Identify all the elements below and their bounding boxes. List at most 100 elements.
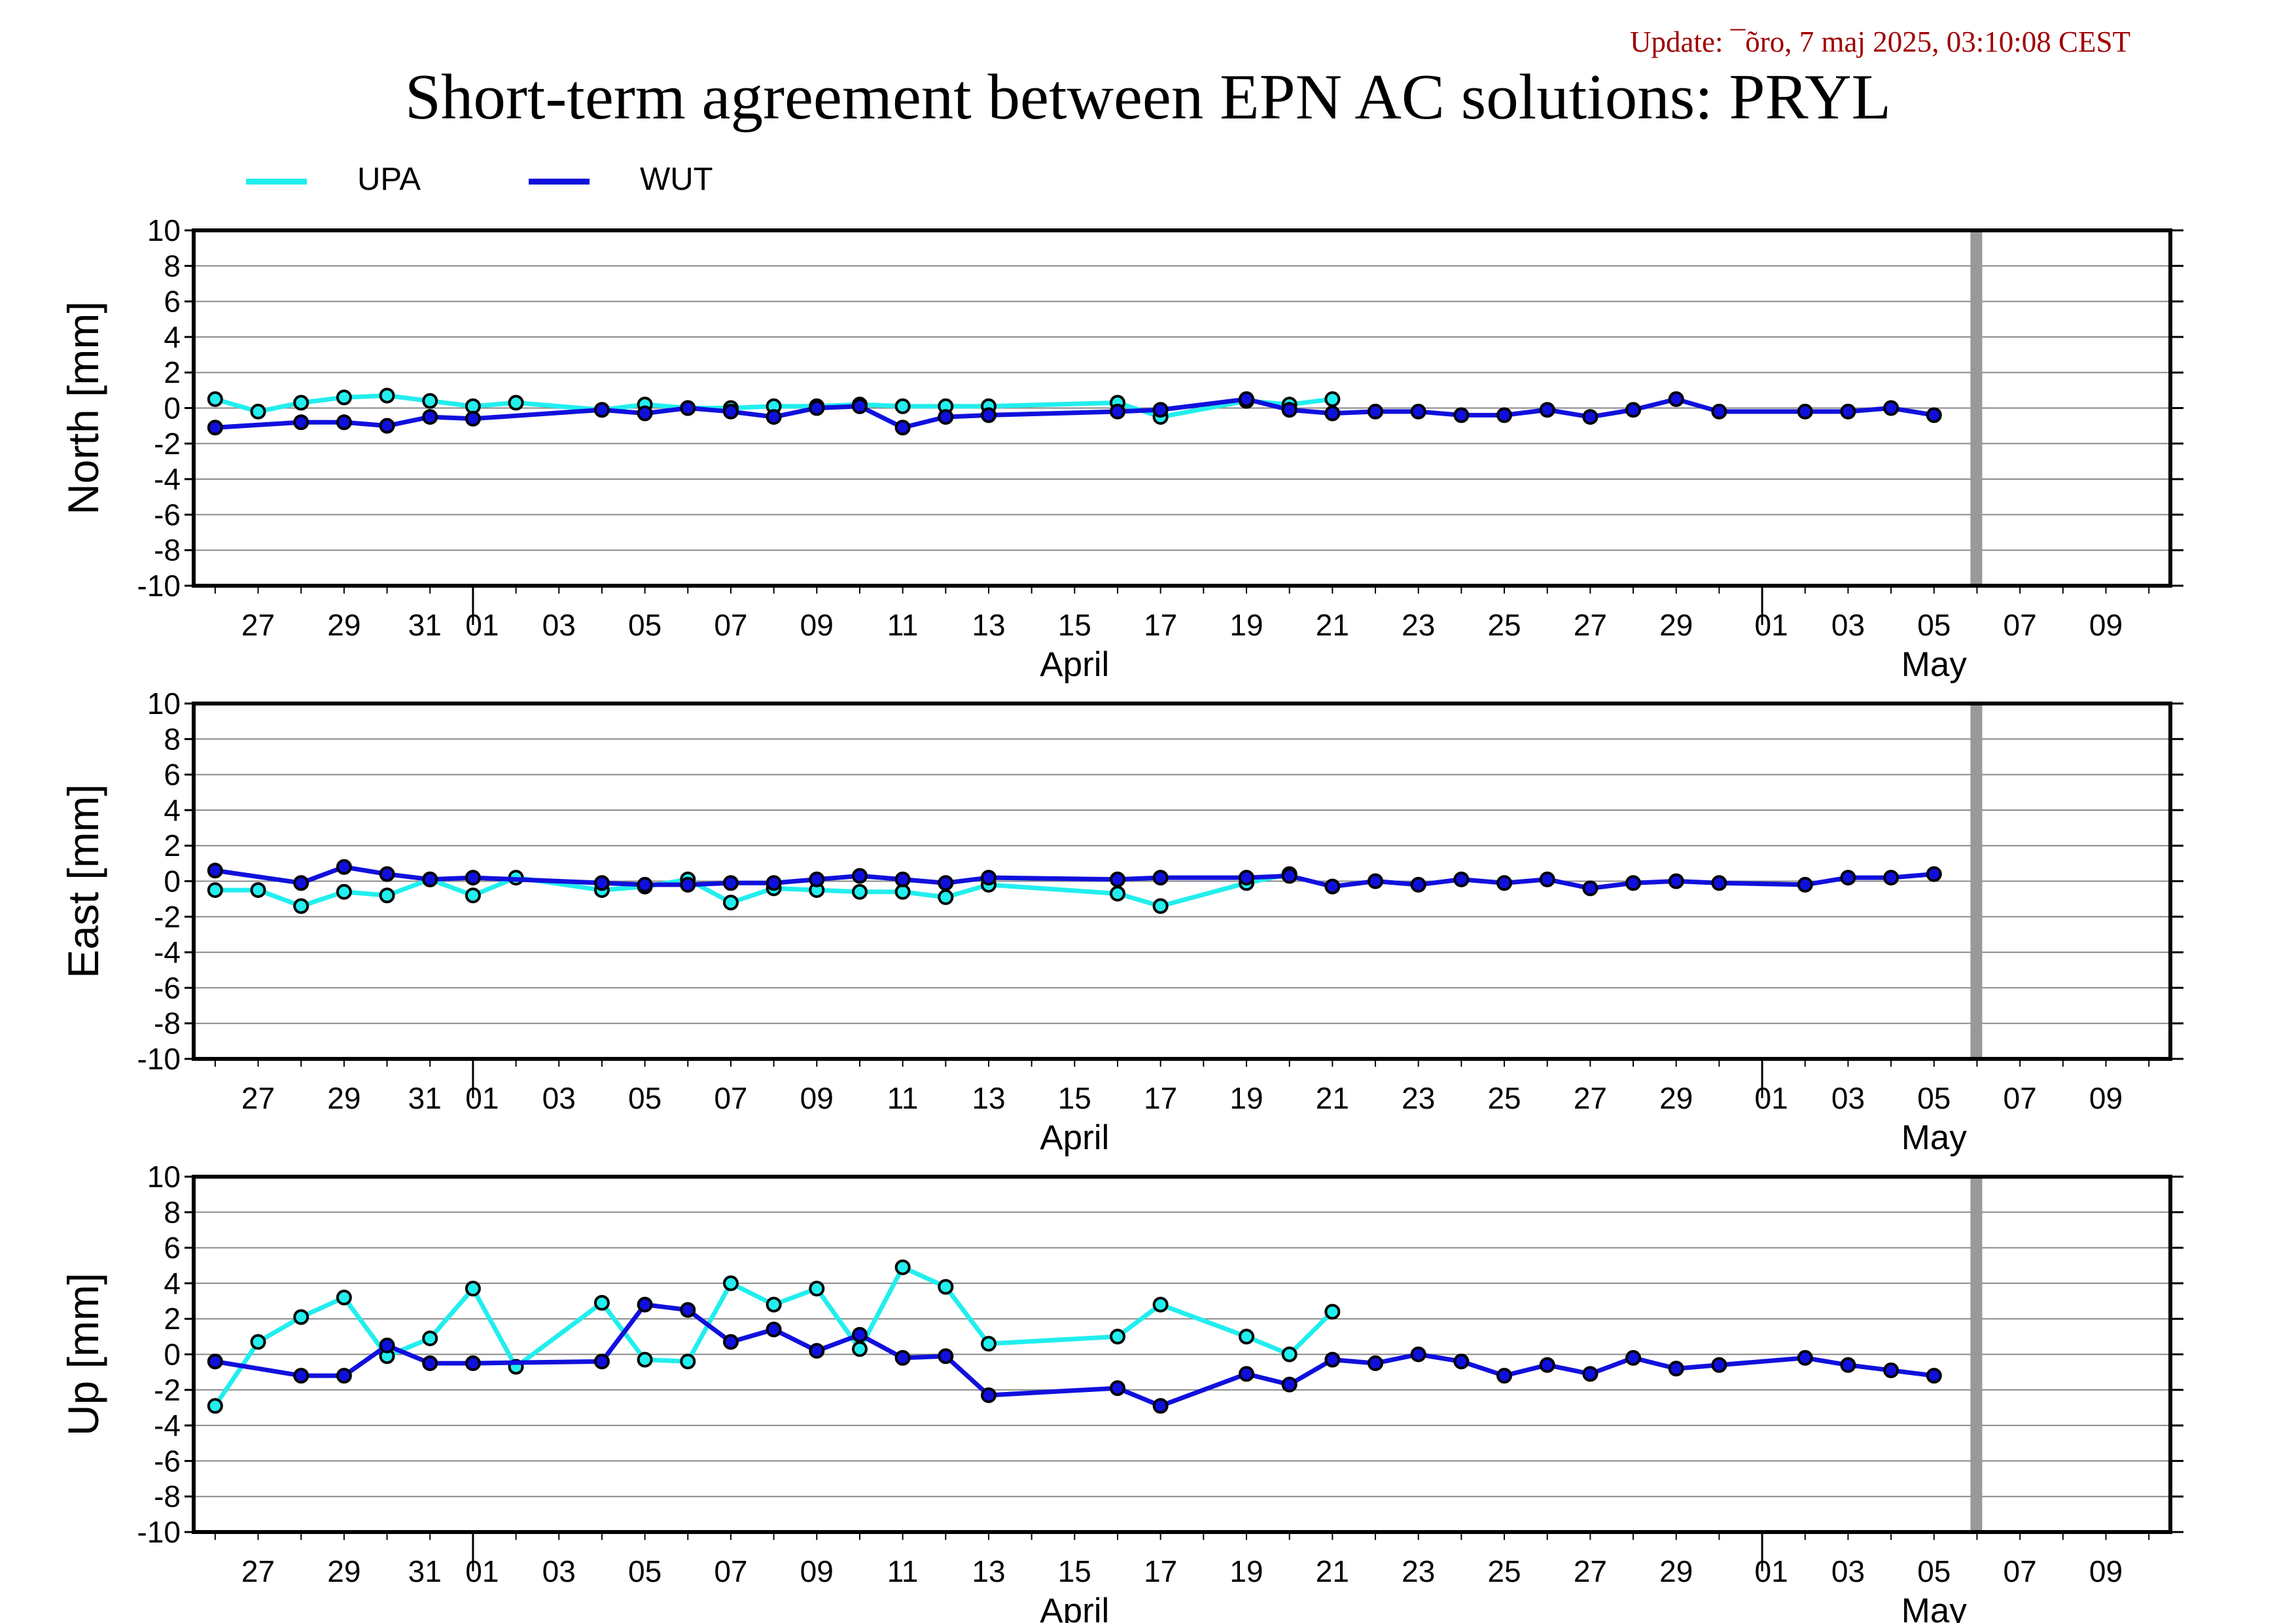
x-tick-label: 09 xyxy=(2089,608,2123,642)
data-point-wut xyxy=(1797,403,1813,419)
y-tick-label: -8 xyxy=(154,1480,181,1514)
data-point-wut xyxy=(1281,402,1298,418)
y-tick-label: 8 xyxy=(164,722,181,756)
data-point-upa xyxy=(722,1275,739,1291)
data-point-wut xyxy=(1368,873,1384,889)
y-tick-label: 10 xyxy=(147,213,181,247)
data-point-wut xyxy=(938,409,954,425)
x-tick-label: 17 xyxy=(1144,608,1177,642)
data-point-upa xyxy=(293,898,309,914)
x-tick-label: 27 xyxy=(1574,608,1607,642)
data-point-wut xyxy=(680,400,696,416)
x-tick-label: 01 xyxy=(465,608,499,642)
data-point-wut xyxy=(766,875,782,891)
y-tick-label: 0 xyxy=(164,391,181,425)
data-point-wut xyxy=(1109,403,1125,419)
data-point-wut xyxy=(1797,1349,1813,1366)
data-point-upa xyxy=(250,1334,266,1350)
data-point-wut xyxy=(809,871,825,887)
data-point-wut xyxy=(894,1349,911,1366)
update-timestamp: Update: ¯õro, 7 maj 2025, 03:10:08 CEST xyxy=(1630,26,2130,58)
month-label: May xyxy=(1901,1118,1968,1157)
x-tick-label: 23 xyxy=(1402,1554,1435,1588)
data-point-wut xyxy=(1582,409,1598,425)
x-tick-label: 09 xyxy=(2089,1081,2123,1115)
data-point-wut xyxy=(1281,1376,1298,1393)
y-tick-label: -2 xyxy=(154,900,181,934)
data-point-upa xyxy=(207,391,223,407)
data-point-wut xyxy=(980,1387,997,1403)
data-point-upa xyxy=(250,403,266,419)
data-point-wut xyxy=(293,1368,309,1384)
y-tick-label: -10 xyxy=(137,569,181,603)
data-point-upa xyxy=(465,1281,481,1297)
data-point-wut xyxy=(722,403,739,419)
data-point-wut xyxy=(1582,1366,1598,1382)
data-point-wut xyxy=(1668,1361,1684,1377)
data-point-wut xyxy=(1368,403,1384,419)
data-point-wut xyxy=(766,409,782,425)
data-point-wut xyxy=(938,875,954,891)
data-point-wut xyxy=(422,409,438,425)
y-tick-label: 6 xyxy=(164,285,181,319)
data-point-upa xyxy=(1109,1329,1125,1345)
data-point-upa xyxy=(207,882,223,899)
data-point-wut xyxy=(293,875,309,891)
data-point-upa xyxy=(593,1294,610,1311)
data-point-wut xyxy=(336,1368,352,1384)
data-point-wut xyxy=(1582,880,1598,897)
data-point-upa xyxy=(766,1296,782,1313)
y-tick-label: -10 xyxy=(137,1515,181,1549)
data-point-wut xyxy=(1539,402,1555,418)
x-tick-label: 05 xyxy=(1917,608,1951,642)
data-point-wut xyxy=(1324,878,1341,895)
month-label: May xyxy=(1901,1592,1968,1623)
data-point-wut xyxy=(1410,403,1426,419)
data-point-wut xyxy=(1883,400,1899,416)
y-tick-label: -4 xyxy=(154,462,181,496)
x-tick-label: 15 xyxy=(1058,608,1091,642)
x-tick-label: 29 xyxy=(327,608,361,642)
month-label: April xyxy=(1040,1592,1109,1623)
data-point-wut xyxy=(1711,1357,1727,1373)
data-point-upa xyxy=(851,883,868,900)
data-point-wut xyxy=(680,1302,696,1318)
data-point-wut xyxy=(637,405,653,421)
data-point-wut xyxy=(1152,870,1169,886)
data-point-upa xyxy=(938,889,954,905)
data-point-wut xyxy=(1496,875,1513,891)
data-point-wut xyxy=(1926,1368,1942,1384)
data-point-wut xyxy=(207,419,223,436)
y-tick-label: -2 xyxy=(154,1373,181,1407)
x-tick-label: 29 xyxy=(327,1081,361,1115)
data-point-wut xyxy=(894,871,911,887)
data-point-wut xyxy=(1668,391,1684,407)
data-point-wut xyxy=(722,875,739,891)
data-point-upa xyxy=(1152,898,1169,914)
x-tick-label: 21 xyxy=(1316,608,1349,642)
data-point-upa xyxy=(293,395,309,411)
x-tick-label: 31 xyxy=(408,1554,442,1588)
x-tick-label: 09 xyxy=(800,1081,834,1115)
data-point-wut xyxy=(1109,1380,1125,1397)
chart-title: Short-term agreement between EPN AC solu… xyxy=(404,62,1892,133)
data-point-upa xyxy=(508,395,524,411)
x-tick-label: 07 xyxy=(714,608,747,642)
data-point-wut xyxy=(1797,876,1813,893)
x-tick-label: 23 xyxy=(1402,1081,1435,1115)
x-tick-label: 31 xyxy=(408,1081,442,1115)
data-point-upa xyxy=(336,389,352,406)
data-point-upa xyxy=(250,882,266,899)
month-label: May xyxy=(1901,645,1968,684)
x-tick-label: 25 xyxy=(1487,1081,1521,1115)
data-point-upa xyxy=(851,1341,868,1357)
series-line-wut xyxy=(215,397,1935,430)
data-point-wut xyxy=(851,1327,868,1343)
x-tick-label: 03 xyxy=(1831,608,1865,642)
data-point-wut xyxy=(1152,1398,1169,1414)
data-point-wut xyxy=(680,876,696,893)
data-point-upa xyxy=(379,887,395,904)
series-line-upa xyxy=(215,872,1290,909)
data-point-wut xyxy=(1668,873,1684,889)
x-tick-label: 27 xyxy=(1574,1554,1607,1588)
